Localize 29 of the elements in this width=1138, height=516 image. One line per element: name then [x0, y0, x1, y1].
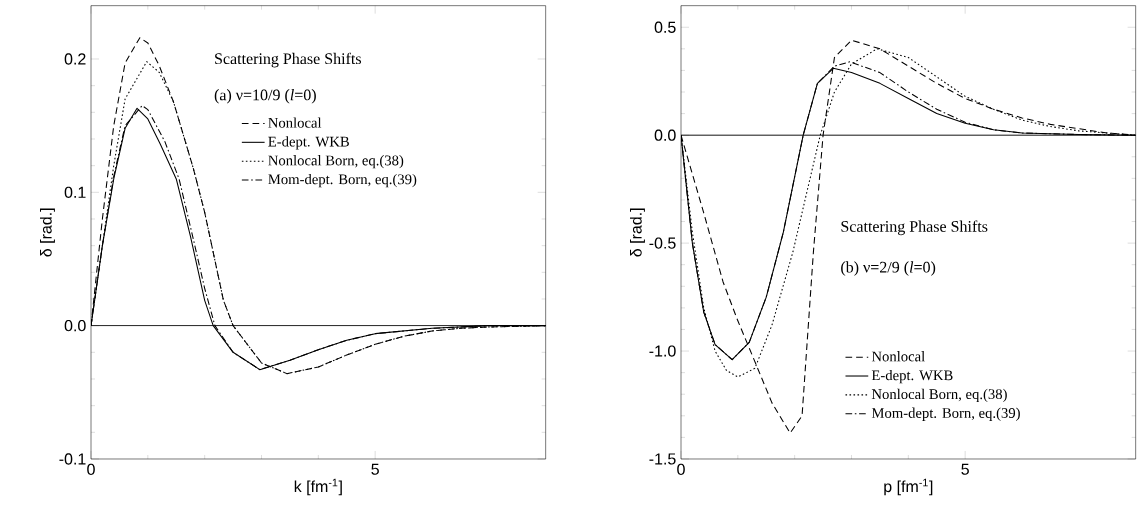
y-tick-label: 0.1 [64, 186, 86, 198]
legend-label: E-dept. WKB [871, 369, 953, 384]
x-tick-label: 0 [677, 463, 685, 476]
x-axis-title: k [fm$^{-1}$] [294, 478, 342, 496]
legend-label: E-dept. WKB [268, 136, 349, 150]
y-tick-label: 0.0 [64, 319, 86, 332]
x-tick-label: 5 [371, 463, 379, 475]
x-tick-label: 5 [961, 463, 969, 475]
legend-label: Mom-dept. Born, eq.(39) [871, 407, 1020, 421]
x-axis-title: p [fm$^{-1}$] [884, 478, 933, 496]
y-tick-label: 0.5 [654, 21, 676, 33]
x-tick-label: 0 [87, 463, 95, 476]
y-tick-label: 0.0 [654, 129, 676, 141]
y-axis-title: δ [rad.] [630, 208, 645, 257]
y-tick-label: -0.1 [59, 453, 86, 465]
y-tick-label: -1.0 [649, 345, 676, 357]
y-tick-label: -0.5 [649, 237, 676, 249]
legend-label: Mom-dept. Born, eq.(39) [268, 173, 417, 188]
annotation: Scattering Phase Shifts [215, 52, 361, 68]
legend-label: Nonlocal [871, 351, 925, 362]
legend-label: Nonlocal Born, eq.(38) [268, 155, 404, 169]
y-axis-title: δ [rad.] [40, 208, 55, 257]
legend-label: Nonlocal [268, 117, 322, 128]
legend-label: Nonlocal Born, eq.(38) [871, 388, 1007, 403]
annotation: (b) ν=2/9 (l=0) [841, 261, 936, 276]
annotation: (a) ν=10/9 (l=0) [214, 89, 316, 104]
y-tick-label: -1.5 [649, 453, 676, 465]
y-tick-label: 0.2 [64, 53, 86, 65]
annotation: Scattering Phase Shifts [841, 220, 988, 236]
